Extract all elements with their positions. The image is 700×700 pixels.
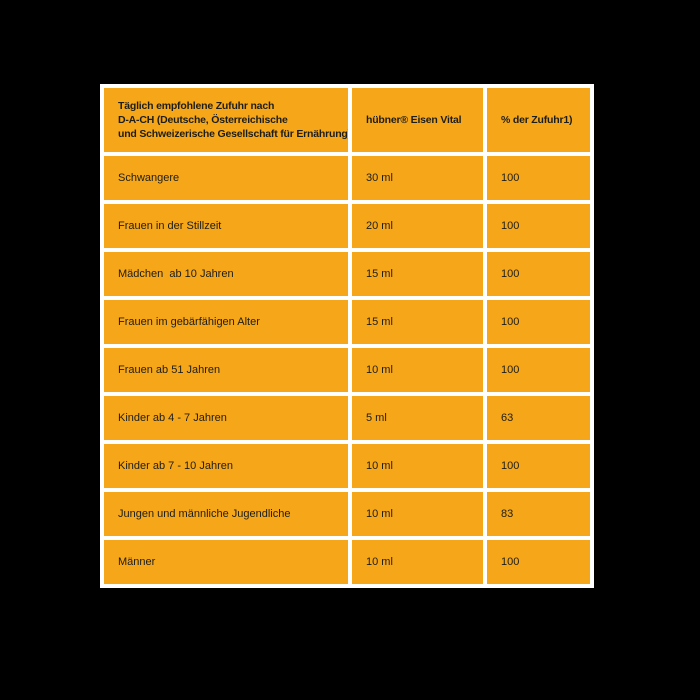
cell-group: Mädchen ab 10 Jahren [104,252,348,296]
cell-dose: 20 ml [352,204,483,248]
cell-percent: 100 [487,300,590,344]
table-row: Frauen in der Stillzeit 20 ml 100 [104,204,590,248]
cell-percent: 83 [487,492,590,536]
cell-percent: 63 [487,396,590,440]
cell-percent: 100 [487,348,590,392]
header-cell-percentage: % der Zufuhr1) [487,88,590,152]
cell-group: Frauen im gebärfähigen Alter [104,300,348,344]
table-row: Schwangere 30 ml 100 [104,156,590,200]
cell-group: Männer [104,540,348,584]
cell-percent: 100 [487,204,590,248]
cell-dose: 5 ml [352,396,483,440]
cell-percent: 100 [487,156,590,200]
cell-dose: 15 ml [352,252,483,296]
header-category-line-3: und Schweizerische Gesellschaft für Ernä… [118,128,348,140]
cell-percent: 100 [487,252,590,296]
cell-percent: 100 [487,444,590,488]
cell-dose: 10 ml [352,540,483,584]
cell-group: Schwangere [104,156,348,200]
table-row: Mädchen ab 10 Jahren 15 ml 100 [104,252,590,296]
table-row: Frauen ab 51 Jahren 10 ml 100 [104,348,590,392]
cell-percent: 100 [487,540,590,584]
cell-dose: 10 ml [352,492,483,536]
cell-group: Jungen und männliche Jugendliche [104,492,348,536]
dosage-table: Täglich empfohlene Zufuhr nach D-A-CH (D… [100,84,594,588]
cell-dose: 10 ml [352,444,483,488]
header-cell-product: hübner® Eisen Vital [352,88,483,152]
cell-group: Frauen in der Stillzeit [104,204,348,248]
cell-dose: 10 ml [352,348,483,392]
header-category-line-1: Täglich empfohlene Zufuhr nach [118,100,275,112]
header-cell-category: Täglich empfohlene Zufuhr nach D-A-CH (D… [104,88,348,152]
table-header-row: Täglich empfohlene Zufuhr nach D-A-CH (D… [104,88,590,152]
cell-group: Kinder ab 7 - 10 Jahren [104,444,348,488]
header-category-line-2: D-A-CH (Deutsche, Österreichische [118,114,288,126]
table-row: Männer 10 ml 100 [104,540,590,584]
table-row: Jungen und männliche Jugendliche 10 ml 8… [104,492,590,536]
product-dosage-table-image: Täglich empfohlene Zufuhr nach D-A-CH (D… [100,84,594,588]
cell-group: Frauen ab 51 Jahren [104,348,348,392]
table-row: Kinder ab 4 - 7 Jahren 5 ml 63 [104,396,590,440]
cell-dose: 15 ml [352,300,483,344]
table-row: Frauen im gebärfähigen Alter 15 ml 100 [104,300,590,344]
table-row: Kinder ab 7 - 10 Jahren 10 ml 100 [104,444,590,488]
cell-dose: 30 ml [352,156,483,200]
cell-group: Kinder ab 4 - 7 Jahren [104,396,348,440]
